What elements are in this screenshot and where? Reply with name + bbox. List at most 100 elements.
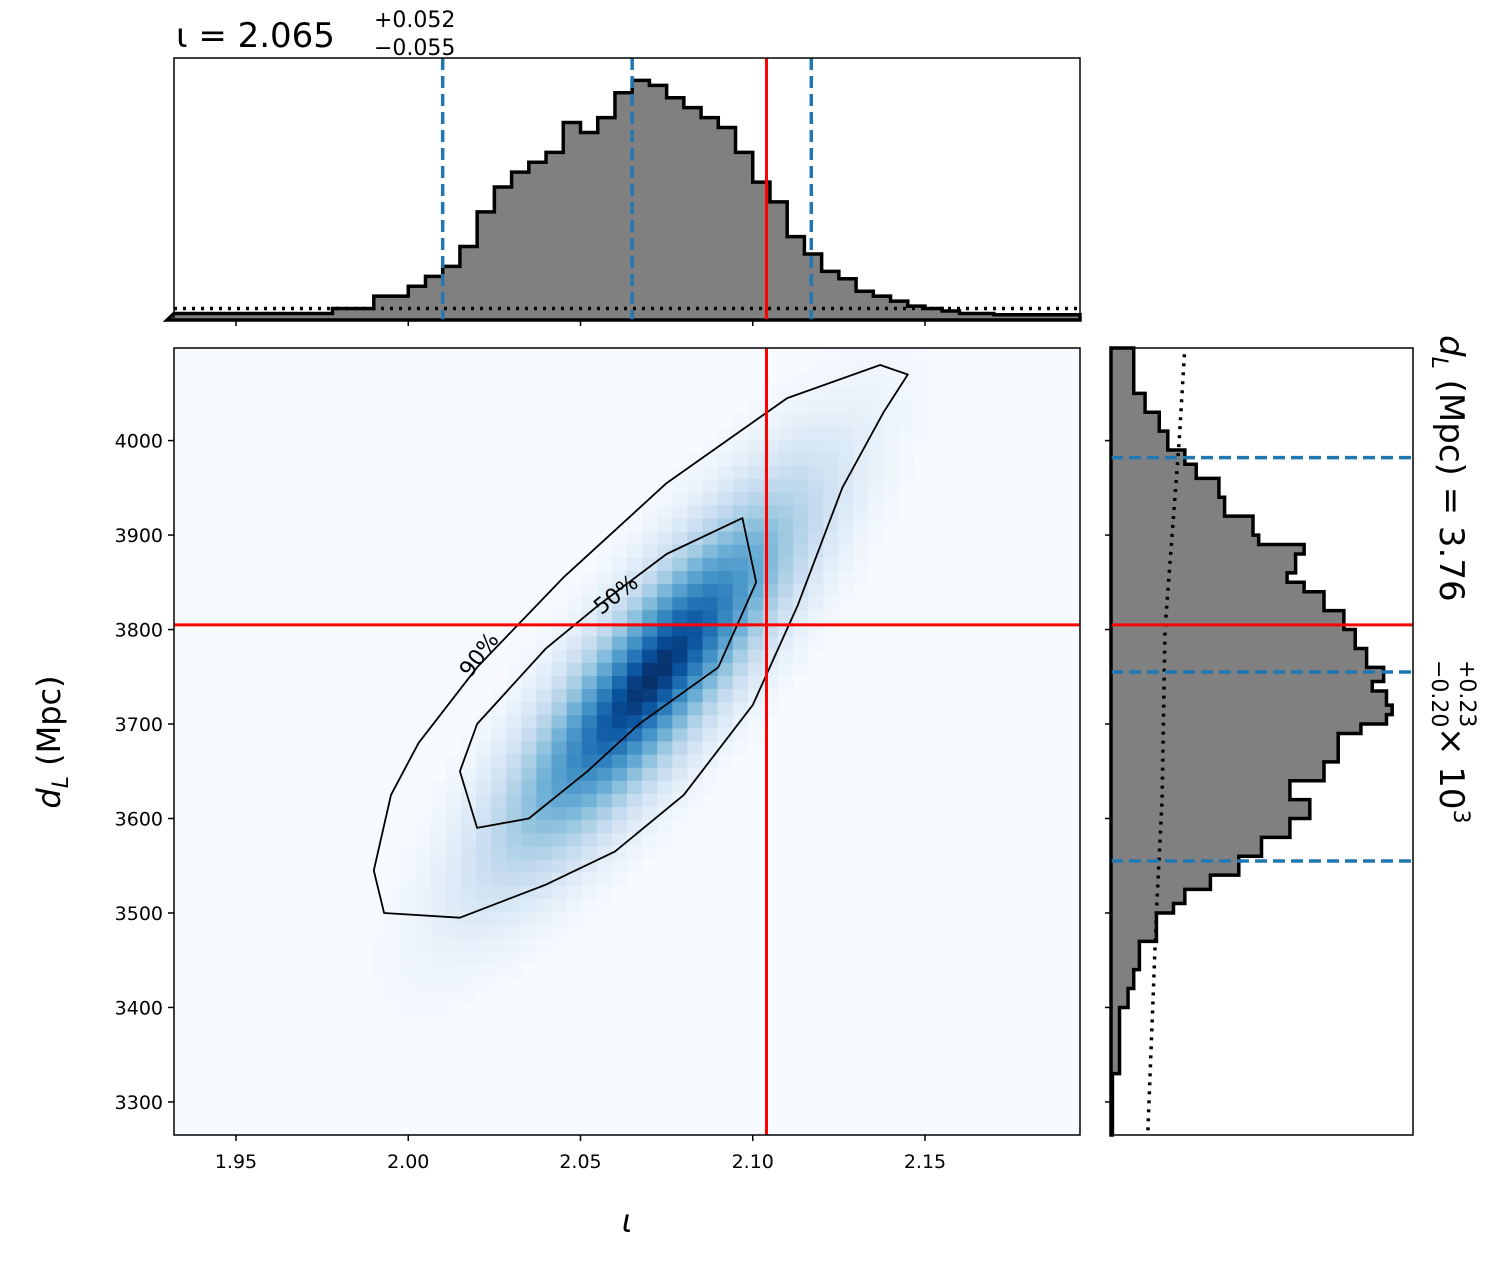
- heatmap-cell: [853, 452, 870, 467]
- heatmap-cell: [566, 807, 583, 821]
- heatmap-cell: [642, 702, 658, 716]
- heatmap-cell: [596, 833, 613, 848]
- heatmap-cell: [687, 466, 704, 480]
- heatmap-cell: [551, 728, 568, 743]
- heatmap-cell: [521, 820, 537, 834]
- heatmap-cell: [611, 728, 628, 743]
- heatmap-cell: [581, 649, 598, 664]
- y-tick-label-5: 3800: [115, 620, 163, 642]
- heatmap-cell: [808, 426, 824, 441]
- heatmap-cell: [581, 820, 598, 834]
- heatmap-cell: [581, 702, 598, 716]
- heatmap-cell: [853, 518, 870, 533]
- heatmap-cell: [717, 570, 734, 585]
- heatmap-cell: [506, 793, 522, 808]
- heatmap-cell: [657, 531, 673, 546]
- heatmap-cell: [672, 610, 688, 625]
- heatmap-cell: [400, 925, 417, 939]
- heatmap-cell: [370, 938, 386, 952]
- heatmap-cell: [627, 610, 643, 625]
- heatmap-cell: [868, 505, 885, 520]
- heatmap-cell: [521, 675, 537, 690]
- heatmap-cell: [596, 820, 613, 834]
- heatmap-cell: [581, 741, 598, 756]
- heatmap-cell: [596, 584, 613, 598]
- heatmap-cell: [581, 623, 598, 638]
- heatmap-cell: [536, 741, 553, 756]
- top-title-upper: +0.052: [374, 8, 455, 33]
- heatmap-cell: [627, 793, 643, 808]
- heatmap-cell: [400, 872, 417, 887]
- y-tick-label-6: 3900: [115, 525, 163, 547]
- heatmap-cell: [611, 780, 628, 795]
- heatmap-cell: [536, 807, 553, 821]
- heatmap-cell: [732, 452, 749, 467]
- heatmap-cell: [521, 951, 537, 966]
- heatmap-cell: [732, 557, 749, 572]
- heatmap-cell: [611, 636, 628, 651]
- heatmap-cell: [551, 636, 568, 651]
- heatmap-cell: [627, 741, 643, 756]
- svg-text:× 103: × 103: [1431, 727, 1473, 824]
- x-tick-label-3: 2.10: [732, 1151, 774, 1173]
- heatmap-cell: [868, 426, 885, 441]
- heatmap-cell: [793, 623, 809, 638]
- heatmap-cell: [823, 387, 839, 402]
- heatmap-cell: [642, 649, 658, 664]
- heatmap-cell: [672, 636, 688, 651]
- heatmap-cell: [430, 898, 447, 913]
- heatmap-cell: [611, 544, 628, 559]
- heatmap-cell: [430, 964, 447, 979]
- heatmap-cell: [581, 715, 598, 729]
- heatmap-cell: [536, 938, 553, 952]
- heatmap-cell: [808, 413, 824, 428]
- heatmap-cell: [793, 570, 809, 585]
- heatmap-cell: [717, 767, 734, 782]
- heatmap-cell: [717, 636, 734, 651]
- heatmap-cell: [642, 544, 658, 559]
- heatmap-cell: [702, 715, 719, 729]
- heatmap-cell: [883, 479, 900, 493]
- x-tick-label-2: 2.05: [559, 1151, 601, 1173]
- heatmap-cell: [551, 649, 568, 664]
- heatmap-cell: [883, 387, 900, 402]
- heatmap-cell: [581, 636, 598, 651]
- heatmap-cell: [476, 977, 492, 992]
- joint-truth-lines: [174, 348, 1080, 1135]
- heatmap-cell: [823, 439, 839, 454]
- heatmap-cell: [611, 570, 628, 585]
- heatmap-cell: [717, 610, 734, 625]
- heatmap-cell: [868, 387, 885, 402]
- heatmap-cell: [551, 885, 568, 900]
- heatmap-cell: [445, 833, 462, 848]
- heatmap-cell: [687, 479, 704, 493]
- heatmap-cell: [747, 597, 764, 611]
- heatmap-cell: [460, 990, 477, 1005]
- heatmap-cell: [566, 820, 583, 834]
- heatmap-cell: [823, 452, 839, 467]
- heatmap-cell: [491, 859, 507, 874]
- heatmap-cell: [611, 662, 628, 677]
- heatmap-cell: [823, 361, 839, 375]
- heatmap-cell: [747, 518, 764, 533]
- heatmap-cell: [687, 715, 704, 729]
- heatmap-cell: [460, 885, 477, 900]
- heatmap-cell: [657, 518, 673, 533]
- heatmap-cell: [687, 557, 704, 572]
- heatmap-cell: [702, 584, 719, 598]
- heatmap-cell: [853, 361, 870, 375]
- heatmap-cell: [793, 662, 809, 677]
- heatmap-cell: [415, 977, 432, 992]
- top-histogram: [162, 78, 1082, 322]
- heatmap-cell: [868, 544, 885, 559]
- heatmap-cell: [506, 702, 522, 716]
- heatmap-cell: [898, 400, 915, 415]
- heatmap-cell: [868, 531, 885, 546]
- heatmap-cell: [415, 820, 432, 834]
- heatmap-cell: [853, 466, 870, 480]
- heatmap-cell: [385, 885, 402, 900]
- heatmap-cell: [808, 610, 824, 625]
- heatmap-cell: [536, 702, 553, 716]
- heatmap-cell: [551, 820, 568, 834]
- heatmap-cell: [808, 597, 824, 611]
